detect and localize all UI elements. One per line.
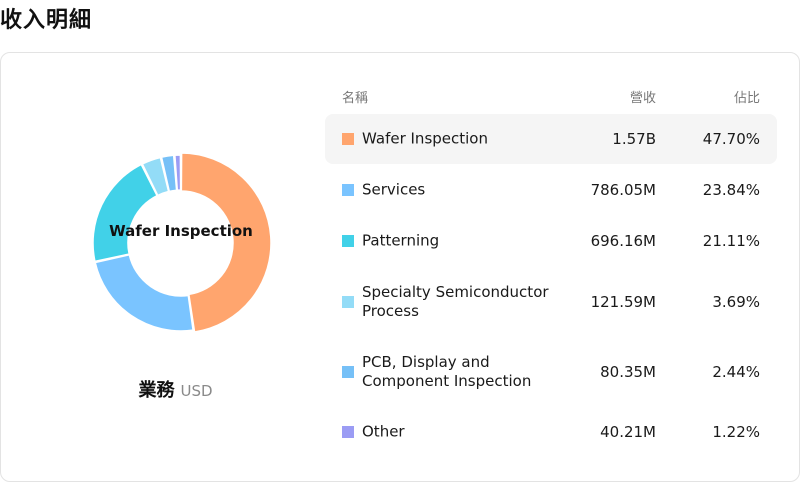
legend-swatch <box>342 184 354 196</box>
legend-swatch <box>342 366 354 378</box>
chart-caption-title: 業務 <box>138 380 175 401</box>
row-revenue: 40.21M <box>600 423 656 441</box>
revenue-breakdown-card: Wafer Inspection 業務 USD 名稱 營收 佔比 Wafer In… <box>0 52 800 482</box>
row-revenue: 1.57B <box>612 130 656 148</box>
chart-caption: 業務 USD <box>1 376 350 402</box>
row-name: Wafer Inspection <box>362 129 488 148</box>
row-share: 1.22% <box>712 423 760 441</box>
donut-slice-1[interactable] <box>94 253 194 332</box>
table-header: 名稱 營收 佔比 <box>325 87 777 107</box>
row-share: 23.84% <box>702 181 760 199</box>
row-share: 2.44% <box>712 363 760 381</box>
donut-slice-2[interactable] <box>92 163 159 263</box>
table-row[interactable]: Patterning 696.16M 21.11% <box>325 216 777 266</box>
row-share: 21.11% <box>702 232 760 250</box>
table-row[interactable]: Other 40.21M 1.22% <box>325 407 777 457</box>
row-name: Specialty Semiconductor Process <box>362 283 549 320</box>
donut-slice-0[interactable] <box>180 152 272 333</box>
legend-swatch <box>342 426 354 438</box>
header-name: 名稱 <box>342 91 369 106</box>
row-name: Other <box>362 422 405 441</box>
legend-swatch <box>342 133 354 145</box>
legend-swatch <box>342 235 354 247</box>
row-name: Services <box>362 180 426 199</box>
donut-center-label: Wafer Inspection <box>109 222 253 240</box>
table-row[interactable]: Specialty Semiconductor Process 121.59M … <box>325 277 777 327</box>
row-revenue: 696.16M <box>590 232 656 250</box>
chart-caption-unit: USD <box>180 382 213 400</box>
legend-swatch <box>342 296 354 308</box>
table-row[interactable]: Services 786.05M 23.84% <box>325 165 777 215</box>
row-revenue: 80.35M <box>600 363 656 381</box>
donut-chart: Wafer Inspection <box>81 143 281 343</box>
row-revenue: 121.59M <box>590 293 656 311</box>
page-title: 收入明細 <box>0 8 93 33</box>
header-share: 佔比 <box>733 91 760 106</box>
donut-slice-5[interactable] <box>174 154 182 191</box>
table-row[interactable]: PCB, Display and Component Inspection 80… <box>325 347 777 397</box>
row-name: PCB, Display and Component Inspection <box>362 353 532 390</box>
donut-svg <box>92 152 272 333</box>
row-name: Patterning <box>362 231 440 250</box>
table-row[interactable]: Wafer Inspection 1.57B 47.70% <box>325 114 777 164</box>
row-revenue: 786.05M <box>590 181 656 199</box>
header-revenue: 營收 <box>629 91 656 106</box>
row-share: 3.69% <box>712 293 760 311</box>
row-share: 47.70% <box>702 130 760 148</box>
